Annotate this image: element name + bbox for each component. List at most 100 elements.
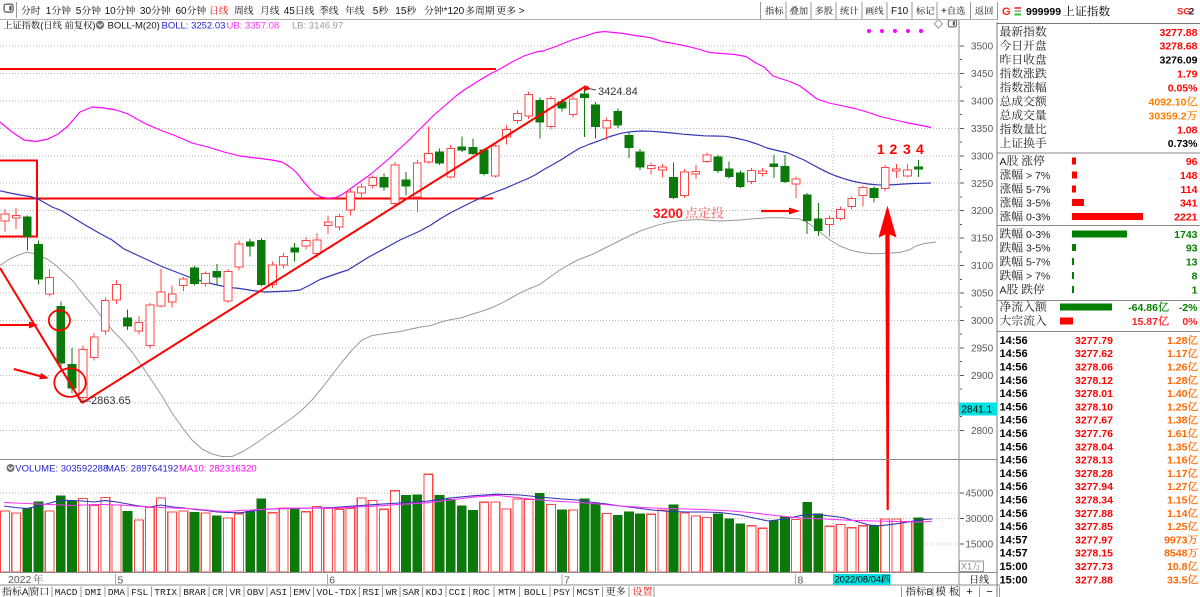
svg-text:14:56: 14:56 <box>1000 401 1028 413</box>
svg-text:96: 96 <box>1186 156 1198 168</box>
svg-text:2221: 2221 <box>1174 212 1198 224</box>
svg-text:3200: 3200 <box>971 206 994 217</box>
svg-text:BOLL: BOLL <box>524 587 547 597</box>
svg-text:2022/08/04/: 2022/08/04/ <box>835 575 885 585</box>
svg-text:14:57: 14:57 <box>1000 534 1028 546</box>
svg-text:1.17: 1.17 <box>1167 348 1188 360</box>
svg-text:3050: 3050 <box>971 289 994 300</box>
svg-text:3277.88: 3277.88 <box>1160 27 1198 39</box>
svg-text:> 7%: > 7% <box>1023 170 1050 182</box>
svg-text:14:56: 14:56 <box>1000 495 1028 507</box>
svg-text:2900: 2900 <box>971 371 994 382</box>
svg-text:DMI: DMI <box>85 587 102 597</box>
svg-text:4: 4 <box>916 141 924 157</box>
svg-text:5: 5 <box>118 575 124 587</box>
svg-text:3277.62: 3277.62 <box>1075 348 1113 360</box>
svg-text:1.25: 1.25 <box>1167 521 1188 533</box>
svg-text:3278.04: 3278.04 <box>1075 441 1113 453</box>
svg-text:3278.01: 3278.01 <box>1075 388 1113 400</box>
svg-text:30000: 30000 <box>965 514 993 525</box>
svg-text:3400: 3400 <box>971 96 994 107</box>
svg-text:1.08: 1.08 <box>1177 124 1198 136</box>
svg-text:MTM: MTM <box>498 587 515 597</box>
svg-text:*120: *120 <box>444 6 465 17</box>
svg-text:0-3%: 0-3% <box>1023 212 1050 224</box>
svg-text:1.28: 1.28 <box>1167 375 1188 387</box>
svg-text:3277.88: 3277.88 <box>1075 574 1113 586</box>
svg-text:2800: 2800 <box>971 426 994 437</box>
svg-text:1.14: 1.14 <box>1167 508 1188 520</box>
svg-text:1.15: 1.15 <box>1167 495 1188 507</box>
svg-text:3450: 3450 <box>971 69 994 80</box>
svg-text:+: + <box>941 6 947 17</box>
svg-text:TRIX: TRIX <box>154 587 177 597</box>
svg-text:5-7%: 5-7% <box>1023 184 1050 196</box>
svg-text:MA10: 282316320: MA10: 282316320 <box>179 464 257 475</box>
svg-text:1: 1 <box>46 6 52 17</box>
svg-text:3277.76: 3277.76 <box>1075 428 1113 440</box>
svg-text:3200: 3200 <box>653 206 683 221</box>
svg-text:14:56: 14:56 <box>1000 375 1028 387</box>
svg-text:MCST: MCST <box>577 587 600 597</box>
svg-text:1.38: 1.38 <box>1167 415 1188 427</box>
svg-text:3350: 3350 <box>971 124 994 135</box>
svg-text:5-7%: 5-7% <box>1023 257 1050 269</box>
svg-text:8: 8 <box>1192 271 1198 283</box>
svg-text:14:57: 14:57 <box>1000 548 1028 560</box>
svg-text:93: 93 <box>1186 243 1198 255</box>
svg-text:SAR: SAR <box>403 587 420 597</box>
svg-text:ASI: ASI <box>270 587 287 597</box>
svg-text:3277.85: 3277.85 <box>1075 521 1113 533</box>
svg-text:5: 5 <box>76 6 82 17</box>
svg-text:3250: 3250 <box>971 179 994 190</box>
svg-text:0.73%: 0.73% <box>1168 138 1198 150</box>
svg-text:(: ( <box>40 21 44 31</box>
svg-text:A: A <box>22 587 29 597</box>
svg-text:1.79: 1.79 <box>1177 69 1198 81</box>
svg-text:6: 6 <box>329 575 335 587</box>
svg-text:33.5: 33.5 <box>1167 574 1188 586</box>
svg-text:15.87: 15.87 <box>1132 316 1158 328</box>
svg-text:1: 1 <box>877 141 885 157</box>
svg-text:3000: 3000 <box>971 316 994 327</box>
svg-text:1.27: 1.27 <box>1167 481 1188 493</box>
svg-text:14:56: 14:56 <box>1000 362 1028 374</box>
svg-text:B: B <box>927 587 933 597</box>
svg-text:F10: F10 <box>891 6 909 17</box>
svg-text:3277.79: 3277.79 <box>1075 335 1113 347</box>
svg-text:14:56: 14:56 <box>1000 388 1028 400</box>
svg-text:7: 7 <box>564 575 570 587</box>
svg-text:1.28: 1.28 <box>1167 335 1188 347</box>
svg-text:3424.84: 3424.84 <box>598 86 638 98</box>
svg-text:3300: 3300 <box>971 151 994 162</box>
svg-text:14:56: 14:56 <box>1000 415 1028 427</box>
svg-text:EMV: EMV <box>293 587 310 597</box>
svg-text:ROC: ROC <box>473 587 490 597</box>
svg-text:−: − <box>986 586 992 597</box>
svg-text:14:56: 14:56 <box>1000 348 1028 360</box>
svg-text:2950: 2950 <box>971 344 994 355</box>
svg-text:VR: VR <box>230 587 242 597</box>
svg-text:0-3%: 0-3% <box>1023 229 1050 241</box>
svg-text:30359.2: 30359.2 <box>1149 110 1187 122</box>
svg-text:14:56: 14:56 <box>1000 428 1028 440</box>
svg-text:3277.94: 3277.94 <box>1075 481 1113 493</box>
svg-text:>: > <box>516 6 525 17</box>
svg-text:VOL-TDX: VOL-TDX <box>317 587 357 597</box>
svg-text:3278.13: 3278.13 <box>1075 455 1113 467</box>
svg-text:CR: CR <box>212 587 224 597</box>
svg-text:3278.12: 3278.12 <box>1075 375 1113 387</box>
svg-text:2: 2 <box>890 141 898 157</box>
svg-text:3: 3 <box>903 141 911 157</box>
svg-text:14:56: 14:56 <box>1000 521 1028 533</box>
svg-text:2841.1: 2841.1 <box>962 404 993 415</box>
svg-text:A: A <box>1000 285 1007 297</box>
svg-text:10.8: 10.8 <box>1167 561 1188 573</box>
svg-text:MACD: MACD <box>55 587 78 597</box>
svg-text:45000: 45000 <box>965 489 993 500</box>
svg-text:-64.86: -64.86 <box>1128 302 1158 314</box>
svg-text:FSL: FSL <box>131 587 148 597</box>
svg-text:—2863.65: —2863.65 <box>80 395 131 407</box>
svg-text:): ) <box>92 21 95 31</box>
svg-text:BOLL-M(20): BOLL-M(20) <box>108 21 160 32</box>
